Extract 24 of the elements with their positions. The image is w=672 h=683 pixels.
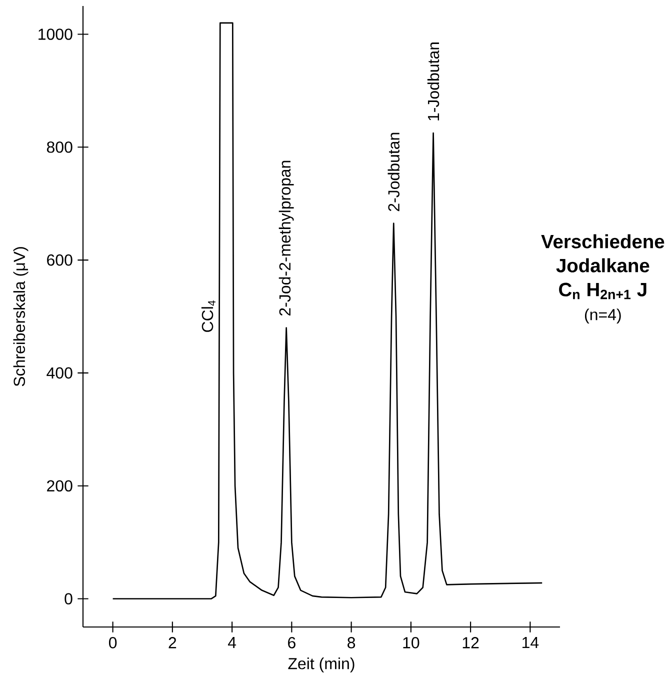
annotation: 1-Jodbutan bbox=[427, 42, 440, 120]
annotation: Jodalkane bbox=[556, 258, 650, 272]
x-tick-label: 14 bbox=[522, 637, 539, 648]
y-tick-label: 600 bbox=[47, 254, 72, 266]
annotation: Verschiedene bbox=[541, 234, 664, 248]
x-tick-label: 0 bbox=[108, 637, 117, 648]
y-tick-label: 800 bbox=[46, 141, 72, 153]
y-tick-label: 200 bbox=[47, 480, 72, 492]
x-tick-label: 12 bbox=[462, 637, 479, 648]
x-axis-title: Zeit (min) bbox=[288, 658, 354, 672]
x-tick-label: 4 bbox=[228, 637, 236, 648]
annotation: 2-Jod-2-methylpropan bbox=[278, 160, 294, 316]
y-tick-label: 400 bbox=[46, 367, 72, 379]
y-tick-label: 0 bbox=[64, 593, 72, 604]
annotation: 2-Jodbutan bbox=[388, 132, 400, 212]
x-tick-label: 2 bbox=[168, 637, 176, 648]
x-tick-label: 6 bbox=[288, 637, 296, 648]
y-tick-label: 1000 bbox=[38, 28, 72, 40]
x-tick-label: 10 bbox=[403, 637, 420, 648]
y-axis-title: Schreiberskala (μV) bbox=[13, 247, 28, 386]
annotation: CCl$_{4}$ bbox=[201, 300, 216, 332]
text: (n=4) bbox=[585, 308, 621, 324]
annotation: C$_{n}$ H$_{2n+1}$ J bbox=[559, 282, 646, 300]
x-tick-label: 8 bbox=[348, 637, 356, 648]
